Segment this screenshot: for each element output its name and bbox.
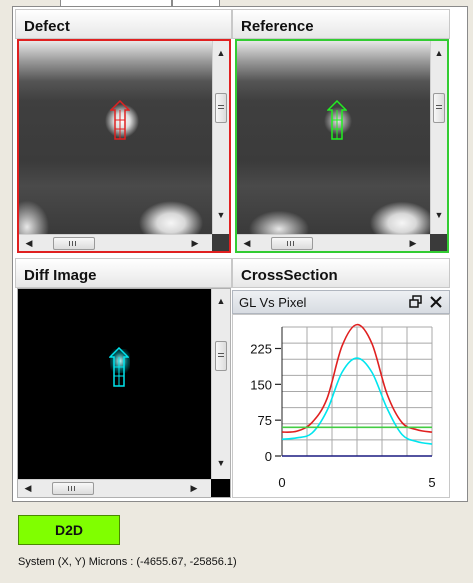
- reference-horizontal-scrollbar[interactable]: ◀ ▶: [237, 234, 430, 251]
- defect-horizontal-scrollbar[interactable]: ◀ ▶: [19, 234, 212, 251]
- cross-section-panel-title: CrossSection: [241, 267, 338, 284]
- chart-x-tick-label: 5: [428, 475, 435, 490]
- reference-panel-title: Reference: [241, 18, 314, 35]
- chart-window-title: GL Vs Pixel: [239, 295, 307, 310]
- scroll-right-icon[interactable]: ▶: [409, 238, 417, 248]
- scroll-left-icon[interactable]: ◀: [25, 238, 33, 248]
- cross-section-panel-header: CrossSection: [232, 258, 450, 288]
- defect-vertical-scrollbar[interactable]: ▲ ▼: [212, 41, 229, 234]
- reference-marker-icon: [327, 100, 347, 140]
- scroll-thumb[interactable]: [215, 341, 227, 371]
- d2d-button[interactable]: D2D: [18, 515, 120, 545]
- defect-marker-icon: [110, 100, 130, 140]
- scroll-thumb[interactable]: [53, 237, 95, 250]
- defect-image-view[interactable]: ▲ ▼ ◀ ▶: [17, 39, 231, 253]
- scroll-thumb[interactable]: [433, 93, 445, 123]
- chart-y-tick-label: 0: [265, 449, 272, 464]
- scroll-thumb[interactable]: [215, 93, 227, 123]
- diff-horizontal-scrollbar[interactable]: ◀ ▶: [18, 479, 211, 497]
- close-icon[interactable]: [429, 295, 443, 309]
- scroll-thumb[interactable]: [271, 237, 313, 250]
- scroll-down-icon[interactable]: ▼: [216, 210, 226, 220]
- scroll-up-icon[interactable]: ▲: [216, 48, 226, 58]
- scroll-left-icon[interactable]: ◀: [24, 483, 32, 493]
- reference-vertical-scrollbar[interactable]: ▲ ▼: [430, 41, 447, 234]
- scroll-right-icon[interactable]: ▶: [191, 238, 199, 248]
- scroll-left-icon[interactable]: ◀: [243, 238, 251, 248]
- scroll-up-icon[interactable]: ▲: [434, 48, 444, 58]
- reference-panel-header: Reference: [232, 9, 450, 39]
- reference-image-view[interactable]: ▲ ▼ ◀ ▶: [235, 39, 449, 253]
- scroll-down-icon[interactable]: ▼: [216, 458, 226, 468]
- status-coordinates: System (X, Y) Microns : (-4655.67, -2585…: [18, 556, 237, 568]
- scroll-down-icon[interactable]: ▼: [434, 210, 444, 220]
- diff-panel-title: Diff Image: [24, 267, 97, 284]
- chart-x-tick-label: 0: [278, 475, 285, 490]
- cross-section-chart-area: 0 75 150 225 0 5: [232, 314, 450, 498]
- scroll-thumb[interactable]: [52, 482, 94, 495]
- chart-series-line-2: [281, 357, 433, 445]
- chart-y-tick-label: 75: [258, 413, 272, 428]
- scroll-up-icon[interactable]: ▲: [216, 296, 226, 306]
- restore-window-icon[interactable]: [409, 295, 423, 309]
- chart-y-tick-label: 225: [250, 342, 272, 357]
- scroll-right-icon[interactable]: ▶: [190, 483, 198, 493]
- cross-section-chart: 0 75 150 225 0 5: [250, 323, 436, 490]
- defect-panel-header: Defect: [15, 9, 232, 39]
- diff-vertical-scrollbar[interactable]: ▲ ▼: [211, 289, 230, 479]
- chart-y-tick-label: 150: [250, 377, 272, 392]
- chart-window-titlebar: GL Vs Pixel: [232, 290, 450, 314]
- diff-image-view[interactable]: ▲ ▼ ◀ ▶: [17, 288, 231, 498]
- diff-marker-icon: [109, 347, 129, 387]
- reference-image: [237, 41, 430, 234]
- diff-panel-header: Diff Image: [15, 258, 232, 288]
- defect-panel-title: Defect: [24, 18, 70, 35]
- chart-series-line-1: [281, 323, 433, 433]
